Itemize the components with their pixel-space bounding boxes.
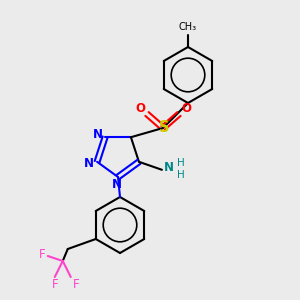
Text: S: S [159, 121, 169, 136]
Text: N: N [164, 161, 174, 174]
Text: H: H [177, 158, 185, 168]
Text: H: H [177, 170, 185, 180]
Text: F: F [72, 278, 79, 290]
Text: N: N [112, 178, 122, 191]
Text: O: O [181, 103, 191, 116]
Text: F: F [38, 248, 45, 260]
Text: CH₃: CH₃ [179, 22, 197, 32]
Text: O: O [135, 103, 145, 116]
Text: N: N [93, 128, 103, 141]
Text: N: N [84, 157, 94, 170]
Text: F: F [51, 278, 58, 290]
